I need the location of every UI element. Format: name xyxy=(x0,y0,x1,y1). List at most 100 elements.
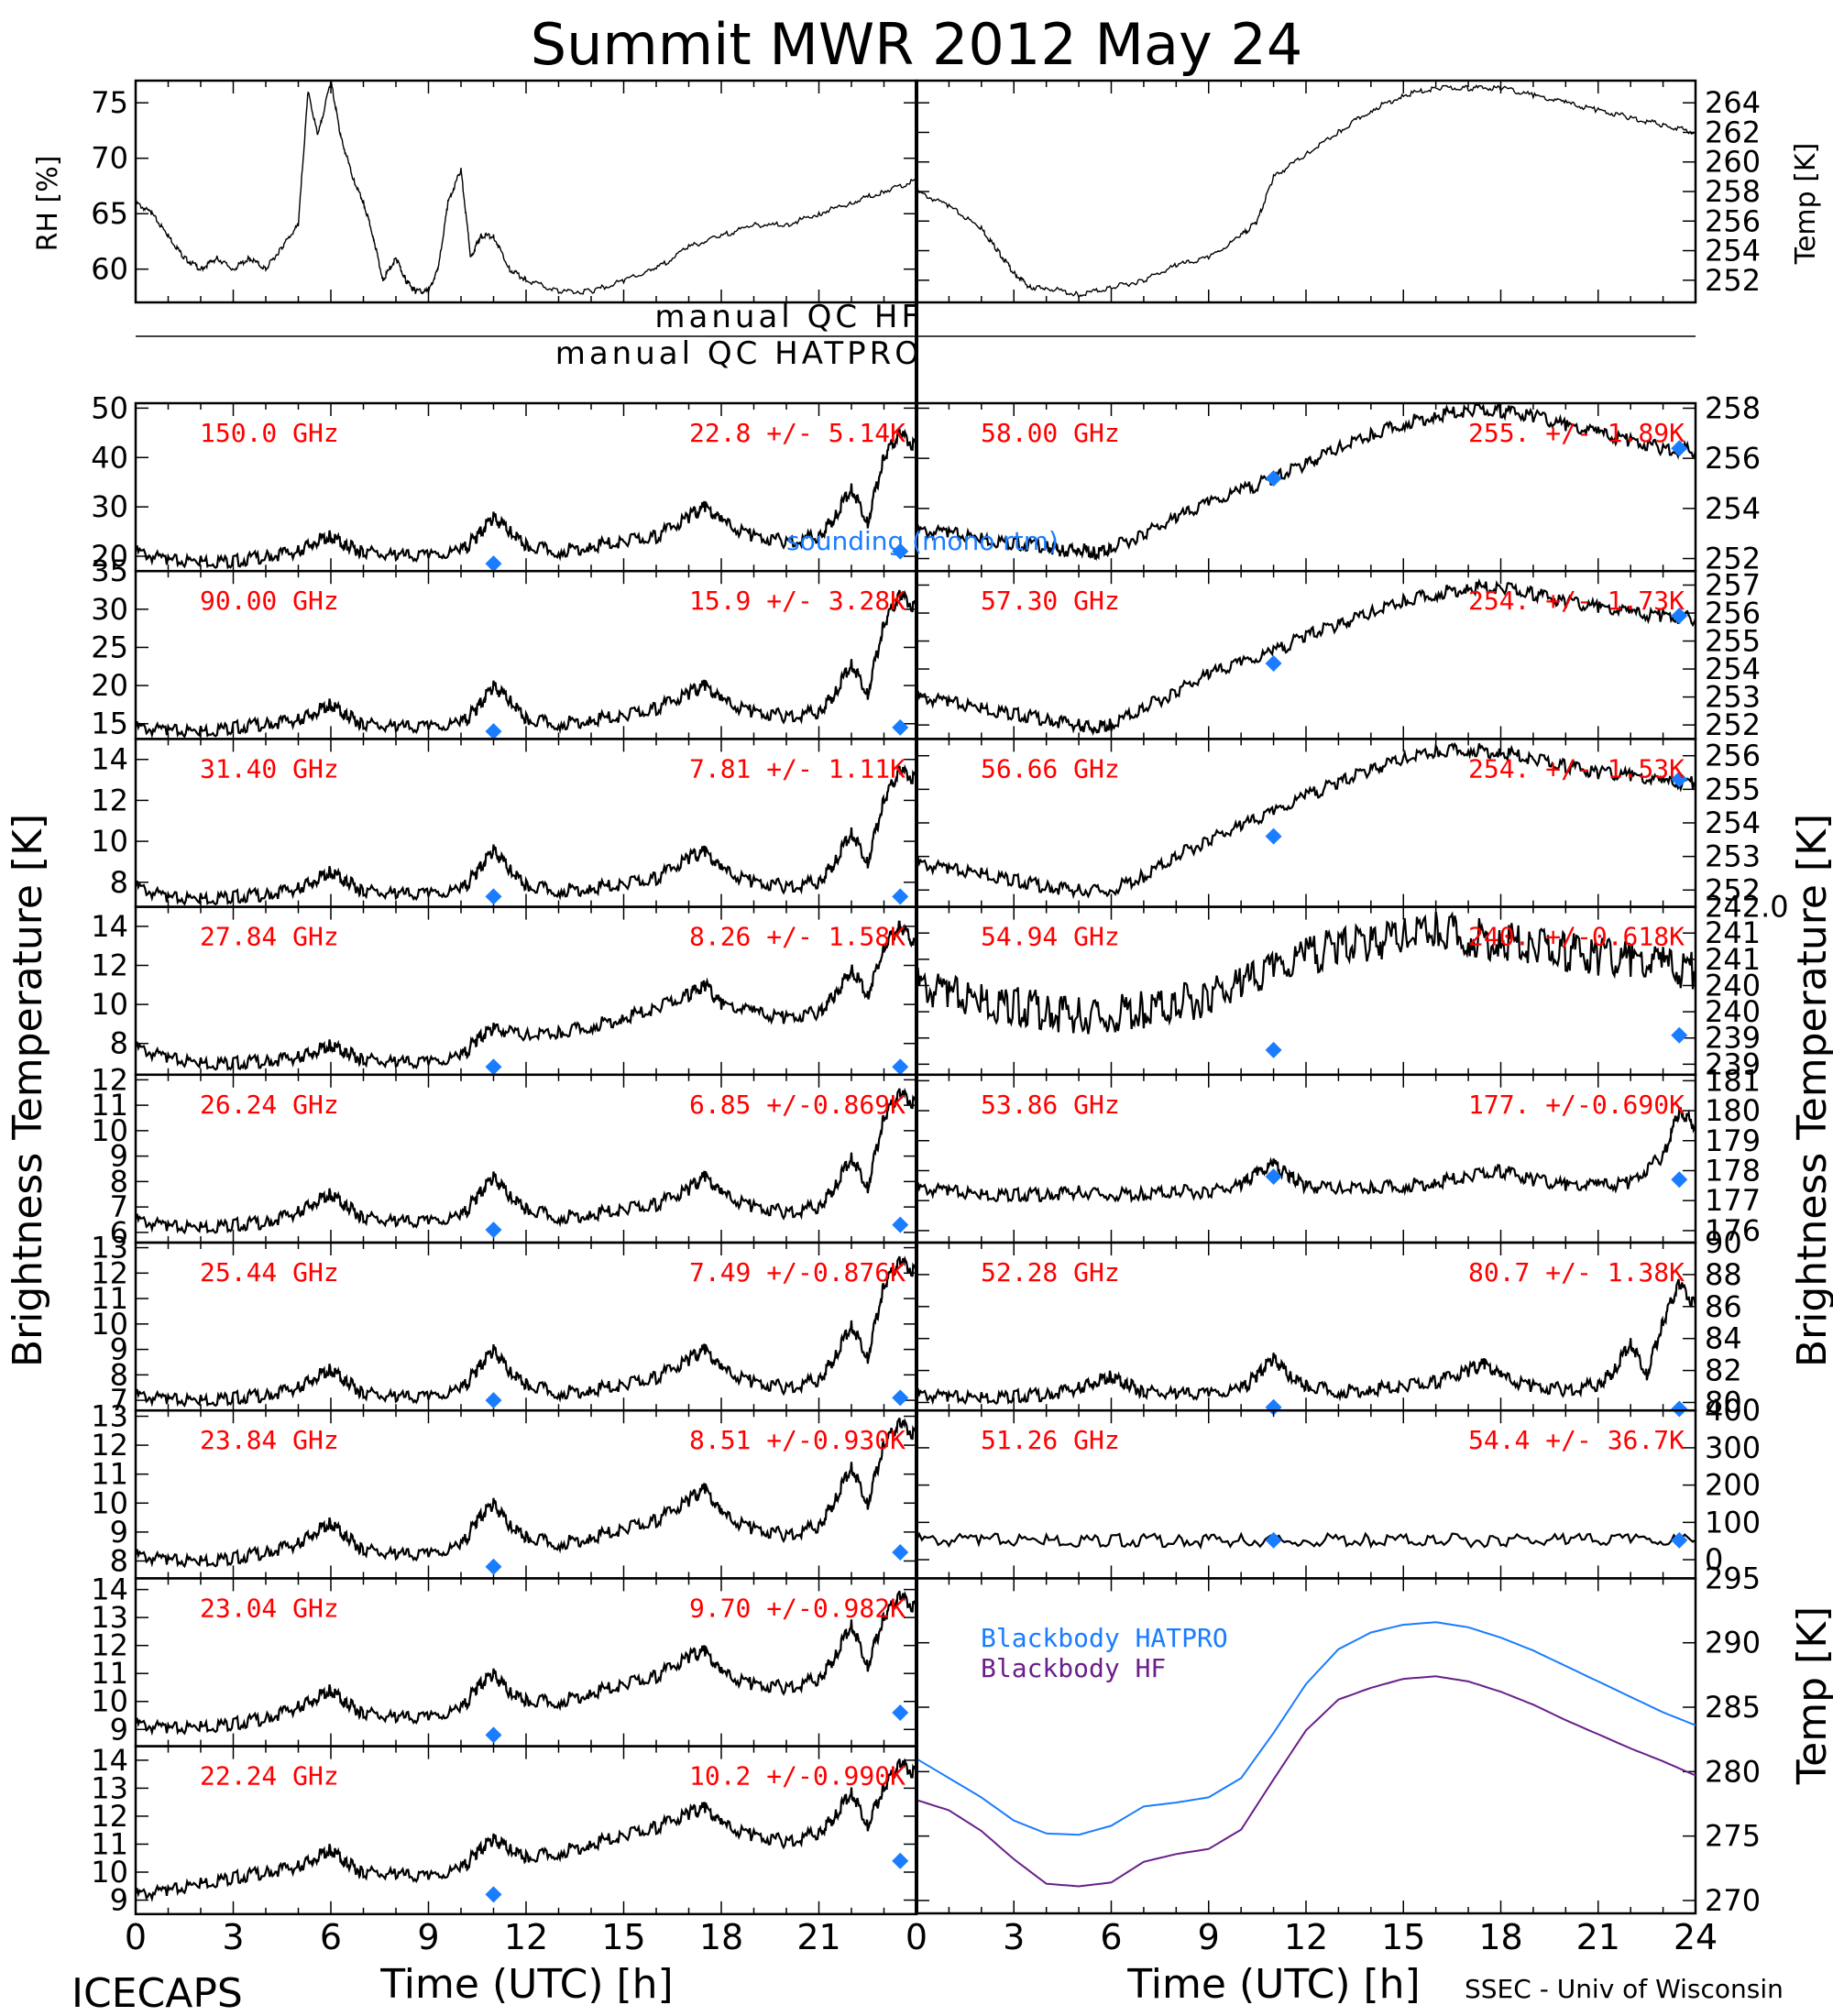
y-tick-label: 12 xyxy=(91,1799,128,1834)
y-tick-label: 256 xyxy=(1705,441,1761,476)
channel-stats: 6.85 +/-0.869K xyxy=(689,1090,906,1120)
y-tick-label: 239 xyxy=(1705,1046,1761,1081)
channel-stats: 177. +/-0.690K xyxy=(1468,1090,1685,1120)
series-line xyxy=(134,1255,918,1408)
series-line xyxy=(915,577,1697,737)
x-tick-label: 0 xyxy=(906,1917,927,1957)
channel-stats: 22.8 +/- 5.14K xyxy=(689,418,906,448)
y-tick-label: 7 xyxy=(110,1189,128,1224)
x-tick-label: 6 xyxy=(320,1917,342,1957)
x-tick-label: 15 xyxy=(601,1917,645,1957)
y-tick-label: 270 xyxy=(1705,1883,1761,1918)
y-tick-label: 254 xyxy=(1705,652,1761,686)
y-tick-label: 10 xyxy=(91,1684,128,1719)
y-tick-label: 15 xyxy=(91,707,128,741)
y-tick-label: 200 xyxy=(1705,1468,1761,1503)
x-tick-label: 18 xyxy=(699,1917,743,1957)
x-tick-label: 3 xyxy=(1003,1917,1025,1957)
y-tick-label: 254 xyxy=(1705,491,1761,526)
y-tick-label: 14 xyxy=(91,909,128,944)
y-tick-label: 65 xyxy=(91,196,128,231)
y-tick-label: 14 xyxy=(91,1743,128,1778)
y-tick-label: 9 xyxy=(110,1515,128,1550)
legend-bb-hf: Blackbody HF xyxy=(981,1653,1166,1683)
sounding-marker xyxy=(1265,654,1282,672)
y-tick-label: 6 xyxy=(110,1215,128,1250)
x-tick-label: 9 xyxy=(1198,1917,1220,1957)
y-tick-label: 280 xyxy=(1705,1754,1761,1789)
x-axis-label-left: Time (UTC) [h] xyxy=(379,1961,673,2008)
series-line xyxy=(915,1106,1696,1203)
legend-bb-hatpro: Blackbody HATPRO xyxy=(981,1623,1228,1653)
sounding-marker xyxy=(892,1704,909,1721)
y-tick-label: 12 xyxy=(91,1628,128,1663)
channel-frequency: 57.30 GHz xyxy=(981,586,1120,616)
panel-frame xyxy=(915,79,1697,304)
y-tick-label: 252 xyxy=(1705,263,1761,298)
y-tick-label: 10 xyxy=(91,1485,128,1520)
channel-frequency: 52.28 GHz xyxy=(981,1257,1120,1287)
y-tick-label: 80 xyxy=(1705,1385,1742,1419)
y-tick-label: 253 xyxy=(1705,680,1761,715)
channel-stats: 8.51 +/-0.930K xyxy=(689,1425,906,1455)
y-tick-label: 9 xyxy=(110,1712,128,1747)
y-tick-label: 14 xyxy=(91,742,128,777)
sounding-marker xyxy=(1671,771,1688,788)
y-tick-label: 50 xyxy=(91,390,128,425)
y-tick-label: 275 xyxy=(1705,1819,1761,1854)
x-axis-label-right: Time (UTC) [h] xyxy=(1126,1961,1420,2008)
sounding-marker xyxy=(1671,1400,1688,1418)
y-tick-label: 241 xyxy=(1705,915,1761,950)
sounding-marker xyxy=(485,1058,502,1076)
y-tick-label: 14 xyxy=(91,1572,128,1607)
y-tick-label: 255 xyxy=(1705,772,1761,806)
channel-stats: 15.9 +/- 3.28K xyxy=(689,586,906,616)
y-tick-label: 400 xyxy=(1705,1393,1761,1428)
series-line-bb-hf xyxy=(916,1675,1696,1888)
y-tick-label: 180 xyxy=(1705,1093,1761,1128)
y-tick-label: 10 xyxy=(91,824,128,859)
sounding-label: sounding (mono rtm) xyxy=(786,526,1059,556)
y-tick-label: 241 xyxy=(1705,942,1761,977)
panels: 6065707525225425625826026226420304050150… xyxy=(91,79,1789,1918)
sounding-marker xyxy=(1671,1171,1688,1189)
y-tick-label: 25 xyxy=(91,630,128,664)
y-tick-label: 0 xyxy=(1705,1542,1723,1577)
y-tick-label: 8 xyxy=(110,1164,128,1199)
y-tick-label: 258 xyxy=(1705,174,1761,209)
sounding-marker xyxy=(1671,440,1688,457)
y-tick-label: 12 xyxy=(91,948,128,983)
y-tick-label: 262 xyxy=(1705,115,1761,149)
channel-frequency: 150.0 GHz xyxy=(200,418,339,448)
series-line xyxy=(134,763,918,906)
series-line xyxy=(915,741,1696,900)
y-tick-label: 8 xyxy=(110,1026,128,1061)
sounding-marker xyxy=(1671,608,1688,625)
y-tick-label: 7 xyxy=(110,1383,128,1418)
y-tick-label: 12 xyxy=(91,1062,128,1097)
series-line xyxy=(915,911,1696,1035)
y-tick-label: 239 xyxy=(1705,1021,1761,1056)
sounding-marker xyxy=(1265,1531,1282,1549)
channel-frequency: 51.26 GHz xyxy=(981,1425,1120,1455)
y-tick-label: 11 xyxy=(91,1281,128,1316)
y-tick-label: 13 xyxy=(91,1231,128,1265)
y-tick-label: 242.0 xyxy=(1705,890,1789,925)
x-tick-label: 3 xyxy=(222,1917,244,1957)
x-tick-label: 15 xyxy=(1381,1917,1425,1957)
y-tick-label: 82 xyxy=(1705,1353,1742,1388)
sounding-marker xyxy=(485,555,502,573)
chart-title: Summit MWR 2012 May 24 xyxy=(531,11,1303,78)
channel-stats: 254. +/- 1.73K xyxy=(1468,586,1685,616)
y-tick-label: 8 xyxy=(110,865,128,900)
channel-frequency: 53.86 GHz xyxy=(981,1090,1120,1120)
series-line xyxy=(134,589,918,740)
y-tick-label: 252 xyxy=(1705,872,1761,907)
